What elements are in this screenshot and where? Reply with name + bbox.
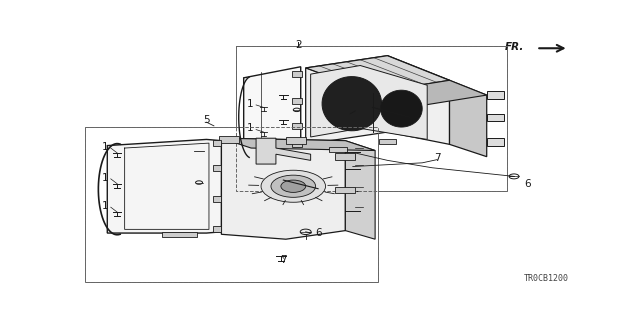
Polygon shape [292,98,302,104]
Polygon shape [221,138,346,239]
Polygon shape [221,138,375,150]
Text: 7: 7 [280,255,287,265]
Polygon shape [85,127,378,282]
Circle shape [281,180,306,192]
Polygon shape [486,92,504,99]
Text: 1: 1 [102,201,108,211]
Polygon shape [322,76,381,131]
Polygon shape [256,138,310,164]
Polygon shape [292,141,302,147]
Polygon shape [329,147,347,152]
Polygon shape [486,114,504,121]
Polygon shape [219,136,239,143]
Text: 4: 4 [183,146,190,156]
Text: 1: 1 [246,123,253,133]
Polygon shape [213,196,221,202]
Text: 3: 3 [352,104,358,114]
Polygon shape [346,141,375,239]
Text: FR.: FR. [504,42,524,52]
Text: 2: 2 [295,40,301,50]
Polygon shape [486,138,504,146]
Polygon shape [213,227,221,232]
Polygon shape [379,140,396,144]
Text: 1: 1 [246,99,253,109]
Circle shape [271,175,316,197]
Polygon shape [449,80,486,157]
Polygon shape [162,232,196,237]
Polygon shape [381,90,422,127]
Polygon shape [292,71,302,77]
Polygon shape [236,46,507,191]
Polygon shape [286,138,306,144]
Text: 7: 7 [434,153,440,163]
Polygon shape [372,80,486,108]
Polygon shape [306,56,449,144]
Text: 6: 6 [524,179,531,189]
Polygon shape [213,140,221,146]
Text: 1: 1 [102,142,108,152]
Polygon shape [335,187,355,193]
Text: 5: 5 [203,115,210,125]
Polygon shape [335,154,355,160]
Polygon shape [310,66,428,140]
Circle shape [261,170,326,202]
Polygon shape [108,140,221,233]
Polygon shape [213,165,221,171]
Polygon shape [292,123,302,129]
Polygon shape [306,56,449,92]
Text: 1: 1 [102,172,108,183]
Text: TR0CB1200: TR0CB1200 [524,274,568,283]
Text: 6: 6 [316,228,322,238]
Polygon shape [244,67,301,157]
